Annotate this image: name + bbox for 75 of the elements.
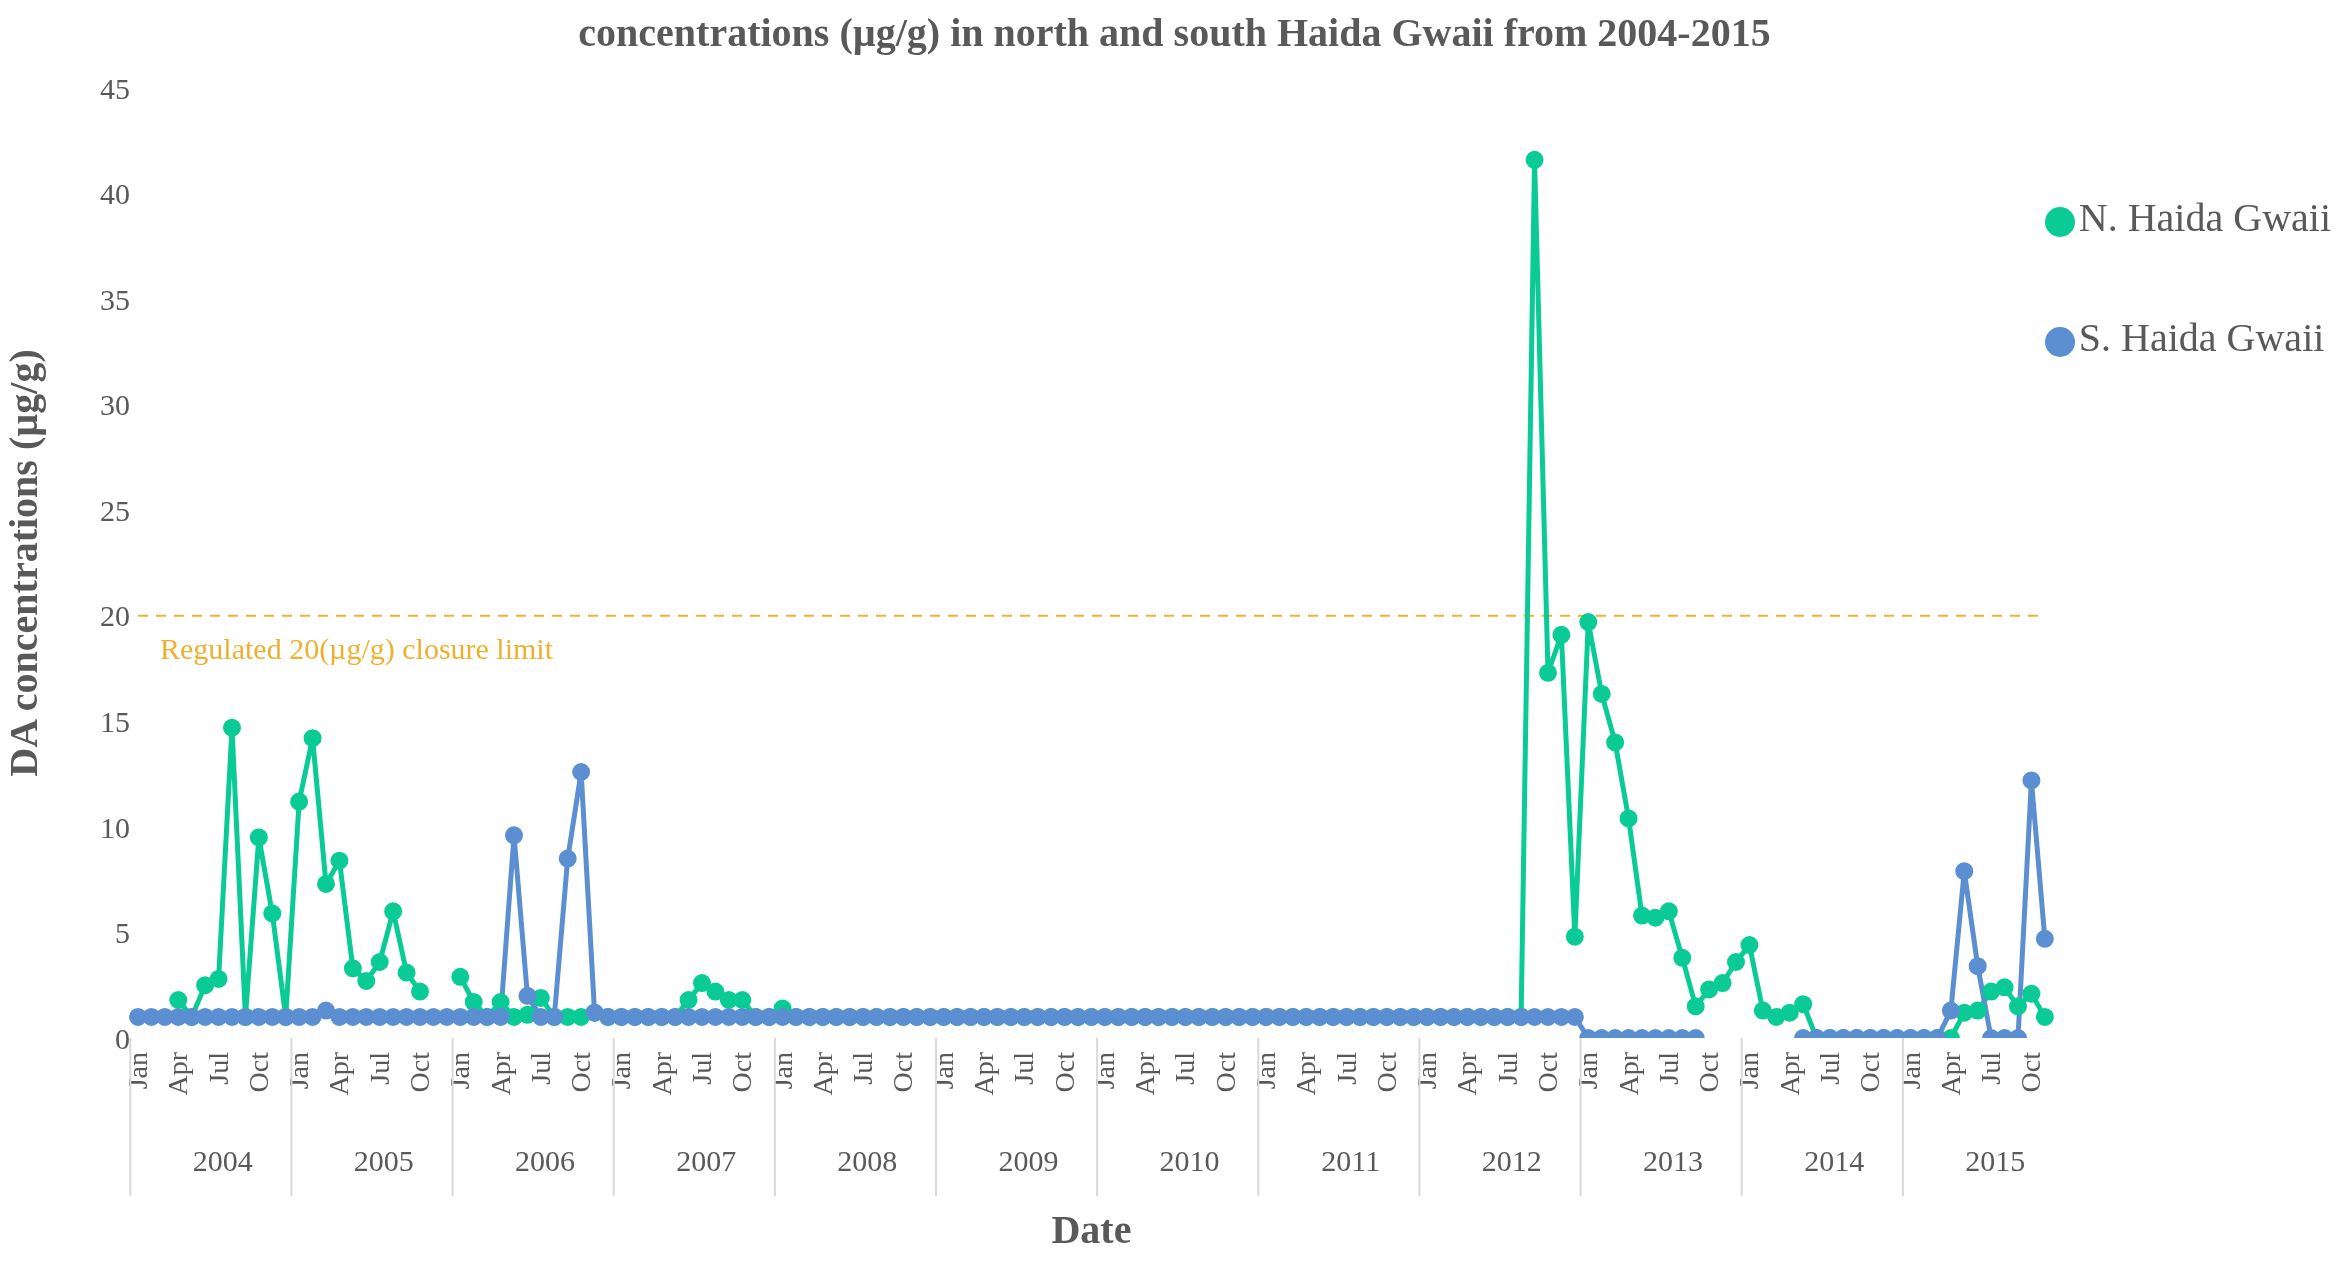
y-tick-label: 25 — [100, 493, 130, 527]
x-tick-label: Oct — [726, 1051, 758, 1093]
x-tick-label: Oct — [1209, 1051, 1241, 1093]
chart-title: concentrations (µg/g) in north and south Haida Gwaii from 2004-2015 — [577, 9, 1772, 57]
x-tick-label: Jul — [1169, 1051, 1201, 1085]
x-tick-label: Jul — [1330, 1051, 1362, 1085]
x-tick-label: Apr — [323, 1051, 355, 1096]
text: 2010 — [1159, 1144, 1220, 1177]
y-tick-label: 35 — [100, 282, 130, 316]
x-tick-label: Jan — [1411, 1052, 1443, 1090]
x-tick-label: Apr — [1290, 1051, 1322, 1096]
x-tick-label: Jan — [1249, 1052, 1281, 1090]
x-tick-label: Oct — [565, 1051, 597, 1093]
x-tick-label: Apr — [806, 1051, 838, 1096]
x-tick-label: Jul — [1813, 1051, 1845, 1085]
y-tick-label: 30 — [100, 388, 130, 422]
x-tick-label: Oct — [404, 1051, 435, 1093]
x-tick-label: Jan — [1894, 1052, 1926, 1090]
text: 2008 — [837, 1144, 898, 1177]
x-tick-label: Jan — [122, 1052, 153, 1090]
x-tick-label: Jul — [363, 1051, 395, 1085]
x-tick-label: Jan — [1572, 1052, 1604, 1090]
x-tick-label: Jan — [605, 1052, 637, 1090]
y-tick-label: 15 — [100, 704, 130, 738]
x-tick-label: Jul — [847, 1051, 879, 1085]
x-axis-title: Date — [1051, 1207, 1132, 1252]
x-tick-label: Jul — [1652, 1051, 1684, 1085]
text: 2013 — [1643, 1144, 1704, 1177]
x-tick-label: Jul — [1975, 1051, 2007, 1085]
legend-label: N. Haida Gwaii — [2078, 195, 2331, 240]
y-tick-label: 10 — [100, 810, 130, 844]
text: 2011 — [1321, 1144, 1381, 1177]
x-tick-label: Jan — [1088, 1052, 1120, 1090]
x-tick-label: Oct — [1531, 1051, 1563, 1093]
text: 2015 — [1965, 1144, 2026, 1177]
x-tick-label: Jan — [766, 1052, 798, 1090]
x-tick-label: Oct — [1854, 1051, 1886, 1093]
x-tick-label: Apr — [1612, 1051, 1644, 1096]
y-axis-title: DA concentrations (µg/g) — [1, 349, 47, 777]
x-tick-label: Apr — [162, 1051, 194, 1096]
text: 2014 — [1804, 1144, 1865, 1177]
x-tick-label: Apr — [1129, 1051, 1161, 1096]
legend-label: S. Haida Gwaii — [2078, 315, 2325, 360]
text: 2006 — [515, 1144, 576, 1177]
x-tick-label: Oct — [1693, 1051, 1725, 1093]
x-tick-label: Apr — [1451, 1051, 1483, 1096]
x-tick-label: Apr — [1934, 1051, 1966, 1096]
text: 2009 — [998, 1144, 1059, 1177]
x-tick-label: Jul — [1008, 1051, 1040, 1085]
y-tick-label: 0 — [115, 1021, 130, 1055]
x-tick-label: Jul — [524, 1051, 556, 1085]
text: 2007 — [676, 1144, 737, 1177]
x-tick-label: Jan — [444, 1052, 476, 1090]
x-tick-label: Apr — [1773, 1051, 1805, 1096]
x-tick-label: Jul — [686, 1051, 717, 1085]
y-tick-label: 20 — [100, 599, 130, 633]
x-tick-label: Jan — [1733, 1052, 1765, 1090]
y-tick-label: 45 — [100, 71, 130, 105]
x-tick-label: Oct — [1048, 1051, 1080, 1093]
y-tick-label: 5 — [115, 916, 130, 950]
text: 2012 — [1481, 1144, 1542, 1177]
x-tick-label: Oct — [242, 1051, 274, 1093]
x-tick-label: Jul — [202, 1051, 234, 1085]
ref-line-label: Regulated 20(µg/g) closure limit — [160, 632, 554, 667]
text: 2005 — [353, 1144, 414, 1177]
x-tick-label: Apr — [484, 1051, 516, 1096]
x-tick-label: Oct — [887, 1051, 919, 1093]
x-tick-label: Jan — [283, 1052, 315, 1090]
x-tick-label: Oct — [2015, 1051, 2047, 1093]
text: 2004 — [192, 1144, 253, 1177]
x-tick-label: Jul — [1491, 1051, 1523, 1085]
x-tick-label: Apr — [967, 1051, 999, 1096]
y-tick-label: 40 — [100, 177, 130, 211]
x-tick-label: Apr — [645, 1051, 677, 1096]
x-tick-label: Oct — [1370, 1051, 1402, 1093]
